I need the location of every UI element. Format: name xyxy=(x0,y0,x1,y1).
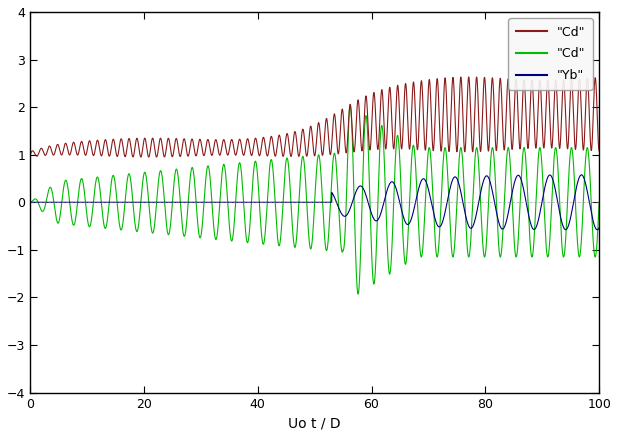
"Cd" xyxy=(595,200,603,205)
"Cd" xyxy=(388,248,396,253)
"Cd" xyxy=(388,115,396,121)
"Yb" xyxy=(363,195,371,201)
Line: "Yb": "Yb" xyxy=(30,175,599,230)
"Cd" xyxy=(232,152,240,157)
"Yb" xyxy=(593,227,601,232)
"Yb" xyxy=(448,179,455,184)
"Cd" xyxy=(448,85,455,90)
"Cd" xyxy=(27,152,34,157)
"Cd" xyxy=(479,113,486,118)
"Yb" xyxy=(232,200,240,205)
Line: "Cd": "Cd" xyxy=(30,77,599,157)
"Cd" xyxy=(55,144,62,149)
"Cd" xyxy=(354,291,362,297)
"Yb" xyxy=(55,200,62,205)
"Cd" xyxy=(363,120,371,125)
"Cd" xyxy=(363,100,371,105)
X-axis label: Uo t / D: Uo t / D xyxy=(289,416,341,430)
Line: "Cd": "Cd" xyxy=(30,106,599,294)
"Cd" xyxy=(232,191,240,197)
"Yb" xyxy=(595,225,603,231)
"Yb" xyxy=(478,182,486,187)
"Yb" xyxy=(388,179,396,184)
"Cd" xyxy=(595,149,603,154)
"Cd" xyxy=(347,103,354,108)
"Cd" xyxy=(449,251,456,257)
Legend: "Cd", "Cd", "Yb": "Cd", "Cd", "Yb" xyxy=(508,18,593,90)
"Cd" xyxy=(465,74,472,80)
"Cd" xyxy=(27,200,34,205)
"Cd" xyxy=(55,220,62,225)
"Yb" xyxy=(578,172,585,177)
"Cd" xyxy=(479,237,486,242)
"Cd" xyxy=(145,154,153,160)
"Yb" xyxy=(27,200,34,205)
